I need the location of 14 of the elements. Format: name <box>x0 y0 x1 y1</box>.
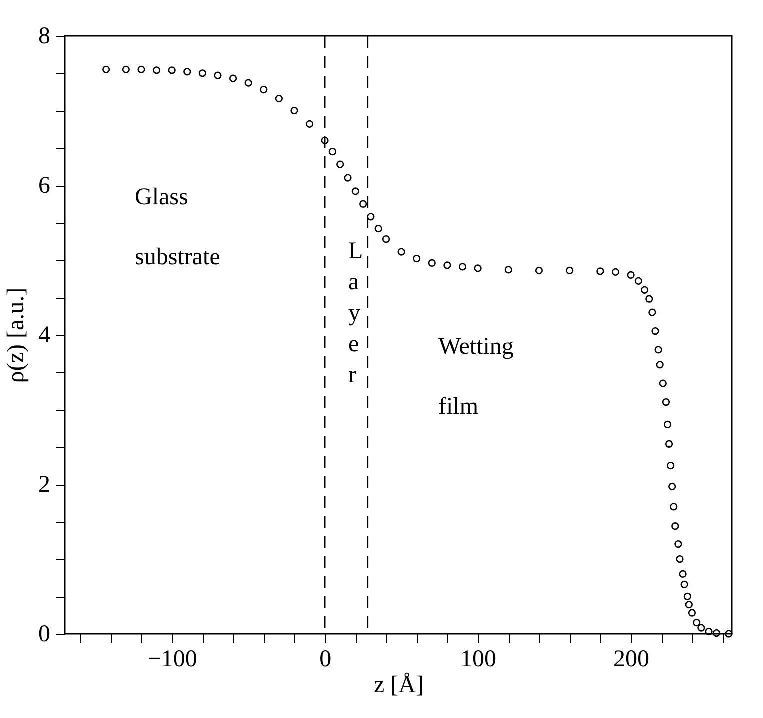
x-axis-title: z [Å] <box>374 672 424 698</box>
text: Glass substrate <box>135 184 220 270</box>
x-tick-label: −100 <box>148 646 198 672</box>
text: Wetting film <box>438 334 514 420</box>
y-tick-label: 0 <box>38 622 50 648</box>
x-tick-label: 0 <box>320 646 332 672</box>
y-tick-label: 6 <box>38 173 50 199</box>
x-tick-label: 100 <box>460 646 497 672</box>
y-tick-label: 2 <box>38 472 50 498</box>
x-tick-label: 200 <box>614 646 650 672</box>
y-tick-label: 8 <box>38 24 50 50</box>
annotation: Layer <box>348 238 364 388</box>
y-tick-label: 4 <box>38 322 50 348</box>
y-axis-title: ρ(z) [a.u.] <box>4 288 30 384</box>
